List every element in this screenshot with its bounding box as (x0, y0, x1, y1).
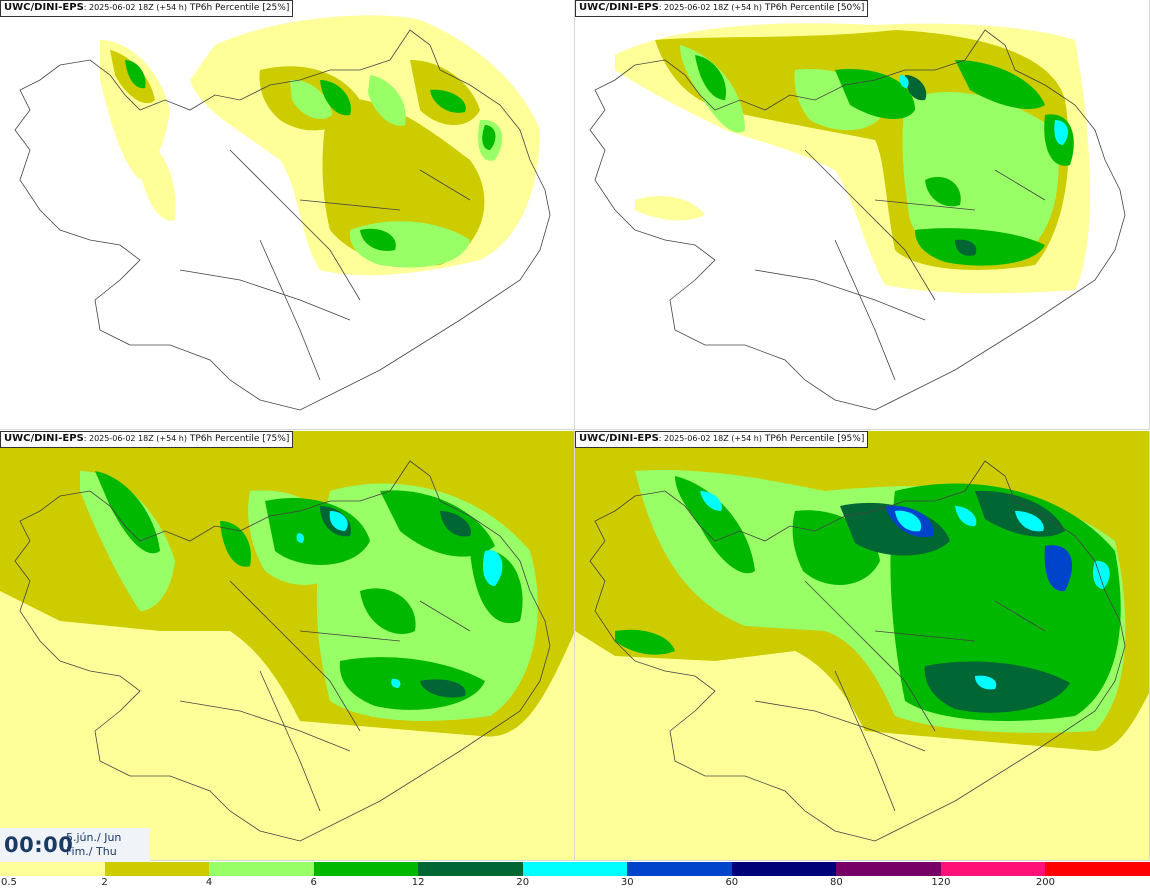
iceland-outline (589, 460, 1126, 842)
legend-tick-label: 12 (411, 877, 425, 888)
map-panel-p95: UWC/DINI-EPS: 2025-06-02 18Z (+54 h) TP6… (575, 431, 1150, 861)
map-panel-p75: UWC/DINI-EPS: 2025-06-02 18Z (+54 h) TP6… (0, 431, 575, 861)
precip-map-p75 (0, 431, 574, 860)
legend-swatch (209, 862, 314, 876)
valid-time: 00:00 (4, 833, 74, 857)
iceland-outline (14, 460, 551, 842)
legend-tick-label: 60 (725, 877, 739, 888)
legend-swatch (731, 862, 837, 876)
legend-tick-label: 120 (931, 877, 951, 888)
precip-field (575, 431, 1149, 860)
legend-swatch (940, 862, 1046, 876)
legend-swatch (627, 862, 732, 876)
iceland-outline (14, 29, 551, 411)
valid-time-box: 00:00 5.jún./ Jun Fim./ Thu (0, 828, 150, 862)
legend-swatch (418, 862, 523, 876)
run-info: : 2025-06-02 18Z (+54 h) (658, 434, 762, 443)
color-legend: 0.5 2 4 6 12 20 30 60 80 120 200 (0, 862, 1150, 891)
precip-map-p25 (14, 15, 551, 411)
run-info: : 2025-06-02 18Z (+54 h) (658, 3, 762, 12)
legend-swatch (522, 862, 628, 876)
iceland-outline (589, 29, 1126, 411)
panel-title: UWC/DINI-EPS: 2025-06-02 18Z (+54 h) TP6… (0, 0, 294, 17)
legend-tick-label: 4 (205, 877, 213, 888)
model-name: UWC/DINI-EPS (4, 433, 84, 444)
map-panel-p50: UWC/DINI-EPS: 2025-06-02 18Z (+54 h) TP6… (575, 0, 1150, 430)
field-name: TP6h Percentile [75%] (186, 434, 290, 444)
run-info: : 2025-06-02 18Z (+54 h) (83, 434, 187, 443)
precip-field (615, 23, 1090, 294)
legend-color-bar (0, 862, 1150, 876)
field-name: TP6h Percentile [50%] (761, 3, 865, 13)
legend-tick-label: 20 (516, 877, 530, 888)
precip-map-p50 (589, 23, 1126, 411)
legend-swatch (313, 862, 419, 876)
legend-tick-label: 0.5 (1, 877, 17, 888)
map-panel-p25: UWC/DINI-EPS: 2025-06-02 18Z (+54 h) TP6… (0, 0, 575, 430)
legend-tick-label: 80 (829, 877, 843, 888)
legend-swatch (1045, 862, 1150, 876)
model-name: UWC/DINI-EPS (579, 433, 659, 444)
precip-map-p95 (575, 431, 1149, 860)
legend-swatch (0, 862, 105, 876)
field-name: TP6h Percentile [25%] (186, 3, 290, 13)
legend-tick-label: 200 (1035, 877, 1055, 888)
legend-swatch (836, 862, 941, 876)
valid-date-line1: 5.jún./ Jun (66, 831, 122, 844)
legend-swatch (104, 862, 210, 876)
model-name: UWC/DINI-EPS (4, 2, 84, 13)
field-name: TP6h Percentile [95%] (761, 434, 865, 444)
valid-date: 5.jún./ Jun Fim./ Thu (66, 831, 121, 859)
panel-title: UWC/DINI-EPS: 2025-06-02 18Z (+54 h) TP6… (0, 431, 294, 448)
model-name: UWC/DINI-EPS (579, 2, 659, 13)
valid-date-line2: Fim./ Thu (66, 845, 117, 858)
legend-tick-label: 30 (620, 877, 634, 888)
legend-tick-label: 6 (310, 877, 317, 888)
run-info: : 2025-06-02 18Z (+54 h) (83, 3, 187, 12)
precip-field (0, 431, 574, 860)
panel-title: UWC/DINI-EPS: 2025-06-02 18Z (+54 h) TP6… (575, 431, 869, 448)
precip-field (100, 15, 540, 276)
panel-title: UWC/DINI-EPS: 2025-06-02 18Z (+54 h) TP6… (575, 0, 869, 17)
legend-tick-label: 2 (101, 877, 108, 888)
